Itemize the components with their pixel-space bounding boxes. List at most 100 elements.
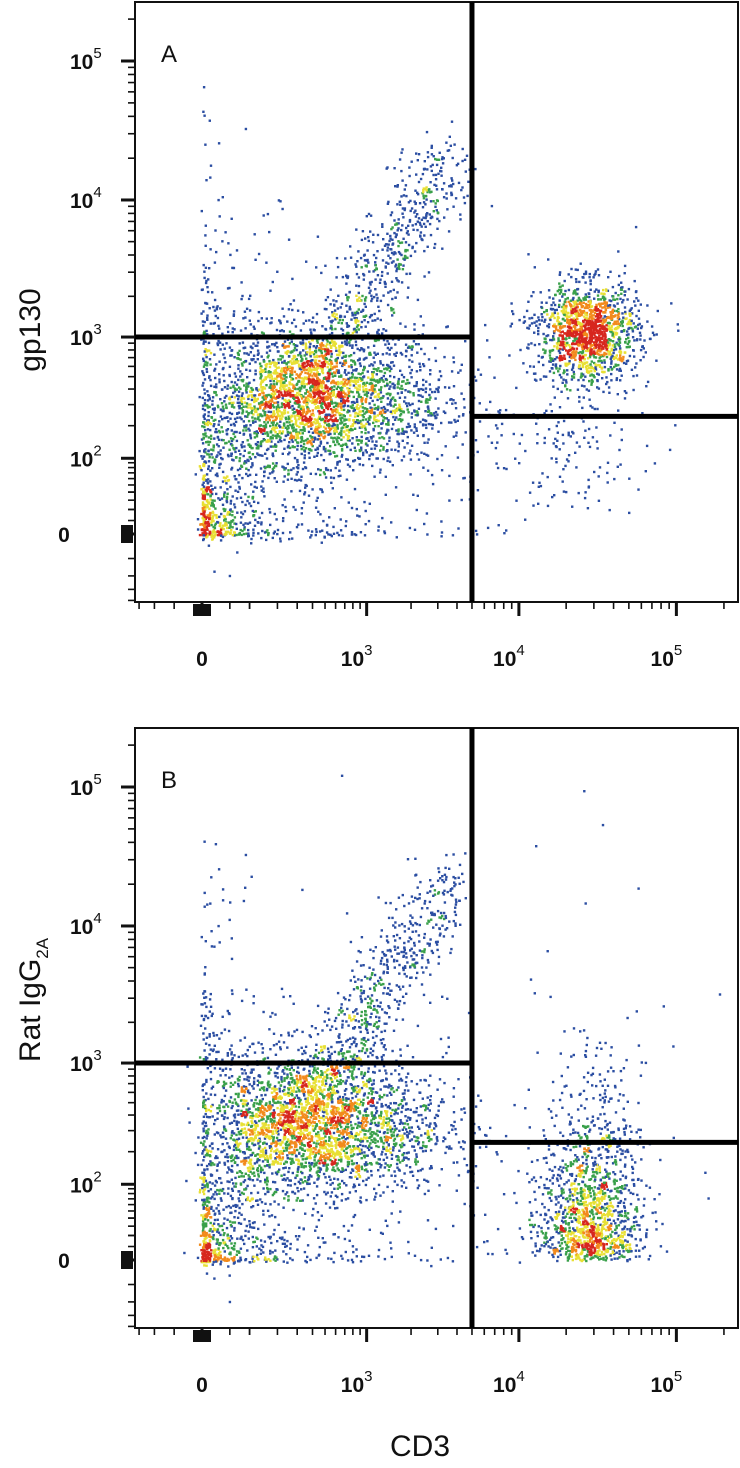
event-point (349, 384, 352, 387)
event-point (367, 261, 370, 264)
event-point (318, 373, 321, 376)
event-point (371, 464, 374, 468)
event-point (409, 209, 412, 213)
event-point (204, 266, 208, 269)
event-point (318, 409, 321, 413)
event-point (201, 494, 205, 497)
event-point (338, 318, 342, 322)
event-point (358, 449, 362, 453)
event-point (309, 355, 312, 358)
event-point (394, 448, 397, 452)
event-point (200, 469, 203, 472)
event-point (379, 370, 382, 373)
event-point (328, 373, 331, 376)
event-point (329, 469, 332, 472)
event-point (285, 362, 288, 365)
event-point (553, 345, 556, 348)
event-point (209, 490, 212, 493)
event-point (296, 460, 299, 464)
event-point (325, 360, 328, 364)
event-point (263, 411, 267, 414)
event-point (352, 351, 356, 355)
event-point (361, 348, 364, 351)
event-point (200, 209, 203, 213)
event-point (262, 386, 265, 389)
event-point (227, 330, 230, 334)
event-point (296, 396, 299, 399)
event-point (545, 342, 548, 345)
event-point (362, 453, 365, 457)
event-point (265, 416, 268, 420)
event-point (252, 531, 255, 534)
event-point (365, 451, 368, 454)
event-point (232, 310, 236, 313)
event-point (358, 515, 361, 518)
event-point (380, 412, 383, 415)
event-point (224, 530, 228, 533)
event-point (308, 319, 311, 322)
event-point (340, 496, 343, 499)
event-point (213, 458, 217, 461)
event-point (202, 86, 206, 89)
event-point (617, 312, 621, 315)
event-point (314, 438, 317, 441)
event-point (325, 384, 328, 388)
event-point (420, 218, 424, 221)
event-point (205, 355, 208, 359)
event-point (316, 428, 319, 432)
event-point (322, 357, 325, 360)
event-point (301, 342, 305, 345)
event-point (416, 220, 419, 223)
event-point (213, 411, 216, 414)
event-point (322, 519, 325, 523)
event-point (363, 319, 366, 322)
event-point (315, 398, 319, 401)
event-point (634, 366, 637, 369)
event-point (283, 367, 286, 370)
event-point (258, 370, 262, 374)
event-point (381, 248, 384, 251)
event-point (402, 432, 405, 435)
event-point (249, 434, 252, 438)
event-point (304, 345, 308, 349)
event-point (223, 347, 226, 350)
event-point (273, 401, 276, 405)
event-point (431, 427, 434, 430)
event-point (313, 402, 317, 406)
event-point (415, 381, 418, 384)
event-point (292, 467, 295, 470)
event-point (408, 220, 412, 223)
event-point (426, 220, 429, 223)
event-point (275, 382, 278, 386)
event-point (406, 230, 409, 233)
event-point (275, 417, 278, 420)
event-point (316, 427, 319, 430)
event-point (580, 327, 584, 330)
event-point (303, 354, 306, 357)
event-point (202, 475, 205, 479)
event-point (557, 288, 561, 292)
event-point (321, 529, 324, 532)
event-point (608, 344, 611, 347)
event-point (368, 402, 371, 405)
event-point (235, 522, 238, 526)
event-point (283, 374, 286, 377)
event-point (360, 238, 364, 242)
event-point (448, 185, 451, 188)
event-point (570, 368, 574, 371)
event-point (223, 524, 226, 527)
event-point (436, 388, 440, 392)
event-point (393, 231, 396, 235)
event-point (361, 402, 364, 406)
event-point (283, 361, 286, 364)
event-point (382, 419, 385, 422)
event-point (426, 469, 430, 472)
event-point (397, 377, 401, 381)
event-point (202, 357, 205, 360)
event-point (339, 315, 342, 319)
event-point (208, 119, 211, 122)
event-point (336, 408, 339, 411)
event-point (429, 369, 432, 372)
event-point (247, 427, 250, 430)
event-point (321, 368, 324, 371)
